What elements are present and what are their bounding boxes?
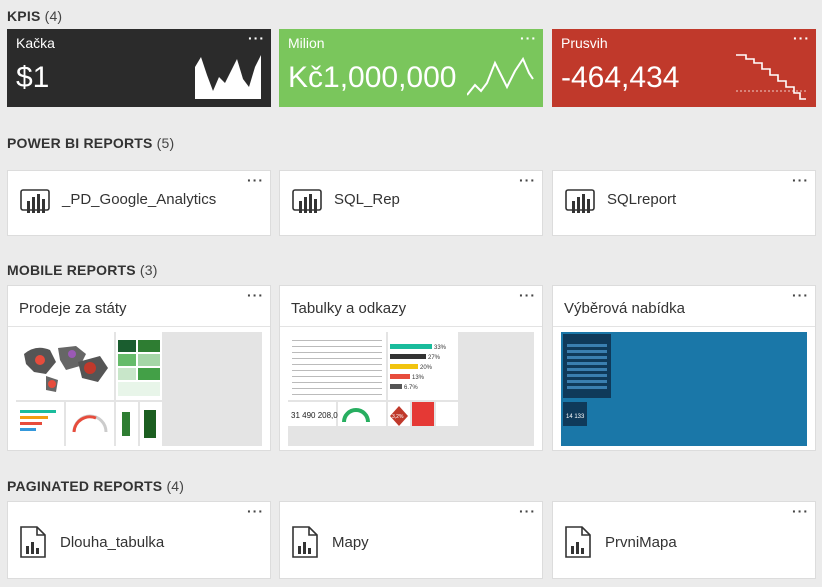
report-name: Tabulky a odkazy	[291, 300, 407, 317]
powerbi-section-title: POWER BI REPORTS (5)	[7, 135, 174, 151]
more-options-icon[interactable]: ···	[247, 503, 264, 519]
more-options-icon[interactable]: ···	[519, 287, 536, 303]
map-dashboard-thumbnail	[16, 332, 162, 446]
report-thumbnail	[16, 332, 262, 446]
more-options-icon[interactable]: ···	[247, 172, 264, 188]
mobile-report-card[interactable]: Prodeje za státy ···	[7, 285, 271, 451]
section-count: (4)	[44, 8, 63, 24]
paginated-report-card[interactable]: Dlouha_tabulka ···	[7, 501, 271, 579]
kpi-card-prusvih[interactable]: Prusvih -464,434 ···	[552, 29, 816, 107]
kpi-line-chart	[467, 56, 534, 96]
report-name: Dlouha_tabulka	[60, 534, 165, 551]
paginated-report-icon	[565, 526, 591, 558]
section-title-text: PAGINATED REPORTS	[7, 478, 163, 494]
more-options-icon[interactable]: ···	[519, 503, 536, 519]
selection-dashboard-thumbnail: 14 133	[561, 332, 807, 446]
more-options-icon[interactable]: ···	[792, 172, 809, 188]
thumb-percent: 33%	[434, 345, 447, 351]
section-title-text: KPIS	[7, 8, 41, 24]
thumb-number: 14 133	[566, 414, 585, 420]
mobile-report-card[interactable]: Tabulky a odkazy ··· 33% 27% 20% 13% 6.7…	[279, 285, 543, 451]
kpi-value: $1	[16, 61, 50, 94]
more-options-icon[interactable]: ···	[792, 287, 809, 303]
kpi-name: Prusvih	[561, 35, 608, 51]
card-divider	[8, 326, 270, 327]
thumb-percent: 6.7%	[404, 385, 418, 391]
report-name: Mapy	[332, 534, 369, 551]
thumb-big-number: 31 490 208,00	[291, 411, 343, 420]
section-count: (3)	[139, 262, 158, 278]
kpi-card-kacka[interactable]: Kačka $1 ···	[7, 29, 271, 107]
kpi-card-milion[interactable]: Milion Kč1,000,000 ···	[279, 29, 543, 107]
thumb-percent: 13%	[412, 375, 425, 381]
report-name: Výběrová nabídka	[564, 300, 685, 317]
thumb-badge: 3,2%	[392, 414, 404, 420]
report-thumbnail: 33% 27% 20% 13% 6.7% 31 490 208,00 3,2%	[288, 332, 534, 446]
kpi-name: Kačka	[16, 35, 55, 51]
mobile-section-title: MOBILE REPORTS (3)	[7, 262, 158, 278]
powerbi-report-icon	[20, 189, 50, 213]
more-options-icon[interactable]: ···	[247, 287, 264, 303]
table-dashboard-thumbnail: 33% 27% 20% 13% 6.7% 31 490 208,00 3,2%	[288, 332, 458, 426]
powerbi-report-icon	[292, 189, 322, 213]
powerbi-report-card[interactable]: SQLreport ···	[552, 170, 816, 236]
card-divider	[553, 326, 815, 327]
more-options-icon[interactable]: ···	[793, 30, 810, 46]
kpis-section-title: KPIS (4)	[7, 8, 62, 24]
paginated-section-title: PAGINATED REPORTS (4)	[7, 478, 184, 494]
section-count: (5)	[156, 135, 175, 151]
section-title-text: MOBILE REPORTS	[7, 262, 136, 278]
more-options-icon[interactable]: ···	[792, 503, 809, 519]
paginated-report-card[interactable]: PrvniMapa ···	[552, 501, 816, 579]
powerbi-report-card[interactable]: _PD_Google_Analytics ···	[7, 170, 271, 236]
mobile-report-card[interactable]: Výběrová nabídka ··· 14 133	[552, 285, 816, 451]
paginated-report-card[interactable]: Mapy ···	[279, 501, 543, 579]
more-options-icon[interactable]: ···	[519, 172, 536, 188]
more-options-icon[interactable]: ···	[248, 30, 265, 46]
report-name: Prodeje za státy	[19, 300, 127, 317]
paginated-report-icon	[20, 526, 46, 558]
kpi-step-chart	[736, 54, 806, 100]
kpi-value: Kč1,000,000	[288, 61, 457, 94]
thumb-percent: 27%	[428, 355, 441, 361]
report-name: _PD_Google_Analytics	[62, 191, 217, 208]
section-count: (4)	[166, 478, 185, 494]
kpi-value: -464,434	[561, 61, 680, 94]
report-name: SQLreport	[607, 191, 677, 208]
kpi-name: Milion	[288, 35, 325, 51]
report-name: SQL_Rep	[334, 191, 400, 208]
card-divider	[280, 326, 542, 327]
report-name: PrvniMapa	[605, 534, 677, 551]
kpi-area-chart	[195, 55, 261, 99]
more-options-icon[interactable]: ···	[520, 30, 537, 46]
section-title-text: POWER BI REPORTS	[7, 135, 153, 151]
thumb-percent: 20%	[420, 365, 433, 371]
report-thumbnail: 14 133	[561, 332, 807, 446]
paginated-report-icon	[292, 526, 318, 558]
powerbi-report-card[interactable]: SQL_Rep ···	[279, 170, 543, 236]
powerbi-report-icon	[565, 189, 595, 213]
